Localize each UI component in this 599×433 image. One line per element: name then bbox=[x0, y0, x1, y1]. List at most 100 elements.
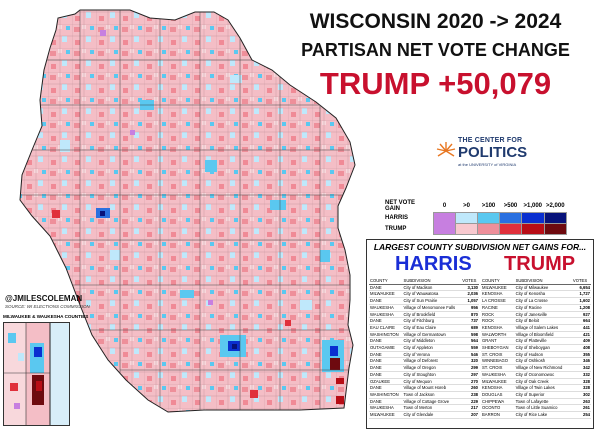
cell-subdivision: City of La Crosse bbox=[514, 297, 572, 305]
legend-swatch bbox=[455, 211, 478, 224]
table-row: MILWAUKEE City of Oak Creek 328 bbox=[481, 378, 591, 386]
cell-subdivision: Town of Jackson bbox=[402, 391, 462, 399]
cell-subdivision: City of Milwaukee bbox=[514, 284, 572, 292]
legend-swatch bbox=[543, 211, 568, 224]
legend-swatch bbox=[477, 222, 500, 235]
cell-subdivision: Town of Merton bbox=[402, 404, 462, 413]
cell-subdivision: City of Mequon bbox=[402, 378, 462, 386]
cell-county: MILWAUKEE bbox=[369, 411, 403, 419]
trump-gains-table: COUNTY SUBDIVISION VOTES MILWAUKEE City o… bbox=[481, 278, 591, 419]
cell-subdivision: City of Superior bbox=[514, 391, 572, 399]
cell-votes: 3,130 bbox=[461, 284, 479, 292]
cell-county: GRANT bbox=[481, 337, 515, 346]
cell-subdivision: Village of Germantown bbox=[402, 331, 462, 339]
cell-votes: 598 bbox=[461, 331, 479, 339]
cell-votes: 1,208 bbox=[571, 304, 591, 312]
cell-votes: 408 bbox=[571, 344, 591, 352]
cell-county: EAU CLAIRE bbox=[369, 324, 403, 332]
cell-votes: 263 bbox=[571, 398, 591, 406]
cell-subdivision: City of Oconomowoc bbox=[514, 371, 572, 379]
table-row: OUTAGAMIE City of Appleton 559 bbox=[369, 344, 479, 352]
table-row: DANE City of Stoughton 297 bbox=[369, 371, 479, 379]
cell-subdivision: City of Oshkosh bbox=[514, 357, 572, 366]
cell-votes: 1,602 bbox=[571, 297, 591, 305]
cell-votes: 297 bbox=[461, 371, 479, 379]
panel-title: LARGEST COUNTY SUBDIVISION NET GAINS FOR… bbox=[373, 242, 587, 252]
cell-county: WASHINGTON bbox=[369, 331, 403, 339]
cell-subdivision: City of Hudson bbox=[514, 351, 572, 359]
cell-subdivision: Village of Mount Horeb bbox=[402, 384, 462, 392]
table-row: OZAUKEE City of Mequon 270 bbox=[369, 378, 479, 386]
legend-row-trump: TRUMP bbox=[385, 225, 407, 232]
cell-subdivision: City of Beloit bbox=[514, 317, 572, 325]
cell-votes: 1,727 bbox=[571, 290, 591, 299]
table-row: DANE City of Sun Prairie 1,057 bbox=[369, 297, 479, 305]
cell-subdivision: Village of Cottage Grove bbox=[402, 398, 462, 406]
table-row: WAUKESHA Village of Menomonee Falls 956 bbox=[369, 304, 479, 312]
cell-county: DANE bbox=[369, 317, 403, 325]
logo-line1: THE CENTER FOR bbox=[458, 137, 523, 144]
column-header: COUNTY bbox=[481, 278, 515, 285]
cell-votes: 229 bbox=[461, 398, 479, 406]
cell-votes: 270 bbox=[461, 378, 479, 386]
cell-votes: 238 bbox=[461, 391, 479, 399]
table-row: DOUGLAS City of Superior 302 bbox=[481, 391, 591, 399]
logo-line2: POLITICS bbox=[458, 144, 528, 161]
cell-votes: 254 bbox=[571, 411, 591, 419]
table-row: LA CROSSE City of La Crosse 1,602 bbox=[481, 297, 591, 305]
table-row: WAUKESHA City of Oconomowoc 332 bbox=[481, 371, 591, 379]
table-row: DANE Village of Deforest 320 bbox=[369, 357, 479, 366]
legend-swatch bbox=[521, 222, 545, 235]
table-row: MILWAUKEE City of Wauwatosa 2,036 bbox=[369, 290, 479, 299]
table-row: MILWAUKEE City of Milwaukee 6,654 bbox=[481, 284, 591, 292]
cell-votes: 737 bbox=[461, 317, 479, 325]
cell-county: DANE bbox=[369, 398, 403, 406]
table-row: MILWAUKEE City of Glendale 207 bbox=[369, 411, 479, 419]
headline-result: TRUMP +50,079 bbox=[319, 66, 552, 101]
cell-votes: 299 bbox=[461, 364, 479, 372]
cell-subdivision: City of Kenosha bbox=[514, 290, 572, 299]
legend-bin-label: >2,000 bbox=[546, 202, 565, 209]
trump-heading: TRUMP bbox=[504, 253, 576, 275]
cell-subdivision: City of Wauwatosa bbox=[402, 290, 462, 299]
cell-votes: 260 bbox=[461, 384, 479, 392]
author-handle: @JMILESCOLEMAN bbox=[5, 294, 83, 303]
net-gains-panel: LARGEST COUNTY SUBDIVISION NET GAINS FOR… bbox=[366, 239, 594, 429]
cell-county: WAUKESHA bbox=[481, 371, 515, 379]
legend-bin-label: >1,000 bbox=[523, 202, 543, 209]
harris-gains-table: COUNTY SUBDIVISION VOTES DANE City of Mad… bbox=[369, 278, 479, 419]
table-row: KENOSHA City of Kenosha 1,727 bbox=[481, 290, 591, 299]
center-for-politics-logo: THE CENTER FOR POLITICS at the UNIVERSIT… bbox=[436, 137, 556, 177]
cell-votes: 328 bbox=[571, 378, 591, 386]
cell-subdivision: City of Verona bbox=[402, 351, 462, 359]
cell-county: DANE bbox=[369, 337, 403, 346]
cell-county: DANE bbox=[369, 284, 403, 292]
inset-map bbox=[4, 323, 51, 425]
table-row: DANE Village of Cottage Grove 229 bbox=[369, 398, 479, 406]
cell-county: MILWAUKEE bbox=[369, 290, 403, 299]
milwaukee-waukesha-inset bbox=[3, 322, 70, 426]
legend-swatch bbox=[521, 211, 545, 224]
legend-swatch bbox=[477, 211, 500, 224]
table-row: BARRON City of Rice Lake 254 bbox=[481, 411, 591, 419]
cell-county: SHEBOYGAN bbox=[481, 344, 515, 352]
cell-county: DANE bbox=[369, 297, 403, 305]
cell-subdivision: City of Middleton bbox=[402, 337, 462, 346]
cell-votes: 328 bbox=[571, 384, 591, 392]
legend-title: NET VOTE GAIN bbox=[385, 200, 416, 212]
cell-subdivision: City of Sun Prairie bbox=[402, 297, 462, 305]
cell-subdivision: City of Platteville bbox=[514, 337, 572, 346]
cell-votes: 564 bbox=[461, 337, 479, 346]
cell-votes: 355 bbox=[571, 351, 591, 359]
table-row: WAUKESHA Town of Merton 217 bbox=[369, 404, 479, 413]
harris-heading: HARRIS bbox=[395, 253, 472, 275]
legend-swatch bbox=[433, 211, 456, 235]
inset-title: MILWAUKEE & WAUKESHA COUNTIES bbox=[3, 314, 89, 319]
table-row: OCONTO Town of Little Suamico 261 bbox=[481, 404, 591, 413]
cell-votes: 409 bbox=[571, 337, 591, 346]
cell-county: KENOSHA bbox=[481, 290, 515, 299]
table-row: EAU CLAIRE City of Eau Claire 689 bbox=[369, 324, 479, 332]
legend-swatch bbox=[499, 211, 522, 224]
table-row: DANE City of Middleton 564 bbox=[369, 337, 479, 346]
cell-subdivision: City of Oak Creek bbox=[514, 378, 572, 386]
